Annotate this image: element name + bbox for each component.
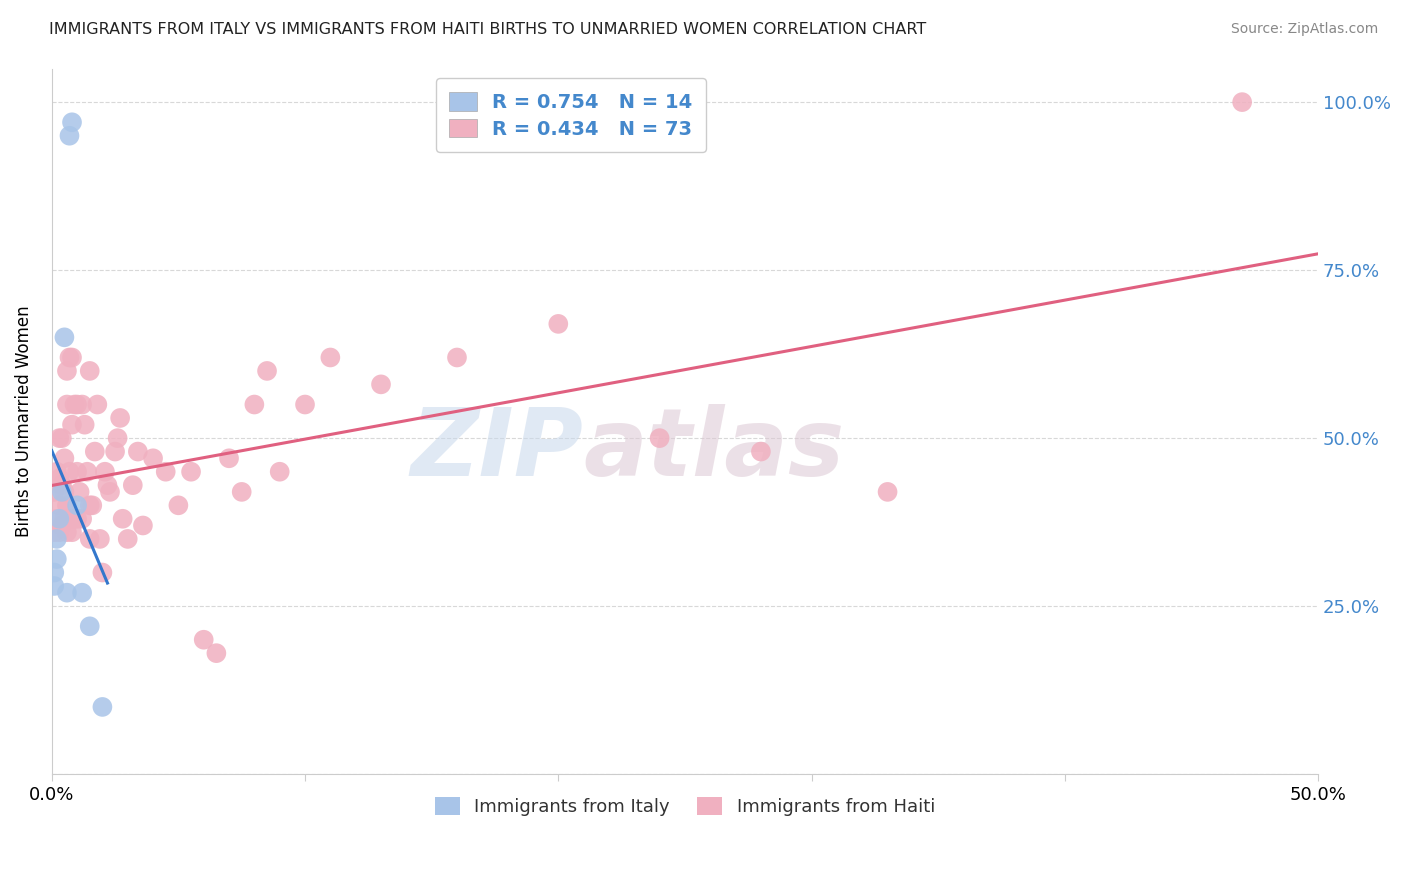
Text: ZIP: ZIP (411, 403, 583, 496)
Point (79, 499, 101, 513)
Point (63, 512, 86, 526)
Point (107, 431, 129, 445)
Point (48, 512, 70, 526)
Point (446, 351, 468, 365)
Point (96, 478, 118, 492)
Point (1230, 95, 1253, 109)
Point (44, 579, 66, 593)
Point (66, 512, 89, 526)
Point (142, 451, 165, 466)
Point (132, 518, 155, 533)
Point (243, 398, 266, 412)
Point (73, 417, 96, 432)
Point (53, 451, 76, 466)
Point (127, 444, 149, 458)
Point (876, 484, 898, 499)
Point (104, 444, 127, 458)
Point (218, 451, 240, 466)
Point (60, 417, 83, 432)
Point (56, 585, 79, 599)
Point (66, 398, 89, 412)
Point (56, 398, 79, 412)
Point (60, 115, 83, 129)
Point (48, 499, 70, 513)
Text: Source: ZipAtlas.com: Source: ZipAtlas.com (1230, 22, 1378, 37)
Point (256, 364, 278, 378)
Point (117, 532, 139, 546)
Point (53, 330, 76, 344)
Text: IMMIGRANTS FROM ITALY VS IMMIGRANTS FROM HAITI BIRTHS TO UNMARRIED WOMEN CORRELA: IMMIGRANTS FROM ITALY VS IMMIGRANTS FROM… (49, 22, 927, 37)
Point (56, 499, 79, 513)
Point (58, 128, 80, 143)
Point (89, 532, 111, 546)
Point (56, 525, 79, 540)
Point (70, 585, 93, 599)
Point (180, 465, 202, 479)
Point (45, 532, 67, 546)
Point (294, 398, 316, 412)
Point (60, 351, 83, 365)
Point (51, 431, 73, 445)
Point (45, 465, 67, 479)
Point (82, 499, 104, 513)
Point (86, 398, 108, 412)
Point (66, 499, 89, 513)
Point (58, 465, 80, 479)
Point (63, 398, 86, 412)
Point (79, 619, 101, 633)
Point (269, 465, 291, 479)
Point (76, 465, 98, 479)
Point (749, 444, 772, 458)
Point (91, 700, 114, 714)
Point (45, 552, 67, 566)
Point (51, 478, 73, 492)
Point (111, 512, 134, 526)
Point (60, 525, 83, 540)
Point (108, 411, 131, 425)
Point (66, 465, 89, 479)
Point (319, 351, 342, 365)
Point (48, 525, 70, 540)
Point (56, 364, 79, 378)
Point (155, 465, 177, 479)
Point (193, 632, 215, 647)
Point (48, 431, 70, 445)
Point (51, 484, 73, 499)
Point (91, 566, 114, 580)
Point (231, 484, 253, 499)
Point (70, 398, 93, 412)
Legend: Immigrants from Italy, Immigrants from Haiti: Immigrants from Italy, Immigrants from H… (426, 789, 945, 825)
Point (53, 512, 76, 526)
Point (79, 364, 101, 378)
Point (94, 465, 117, 479)
Point (167, 499, 190, 513)
Point (53, 484, 76, 499)
Text: atlas: atlas (583, 403, 845, 496)
Point (98, 484, 121, 499)
Point (121, 478, 143, 492)
Point (370, 377, 392, 392)
Point (51, 518, 73, 533)
Point (205, 646, 228, 660)
Point (48, 471, 70, 485)
Point (70, 512, 93, 526)
Point (44, 566, 66, 580)
Point (45, 512, 67, 526)
Point (547, 317, 569, 331)
Point (83, 444, 105, 458)
Point (58, 512, 80, 526)
Y-axis label: Births to Unmarried Women: Births to Unmarried Women (15, 306, 32, 537)
Point (58, 351, 80, 365)
Point (44, 484, 66, 499)
Point (69, 484, 91, 499)
Point (44, 525, 66, 540)
Point (648, 431, 671, 445)
Point (79, 532, 101, 546)
